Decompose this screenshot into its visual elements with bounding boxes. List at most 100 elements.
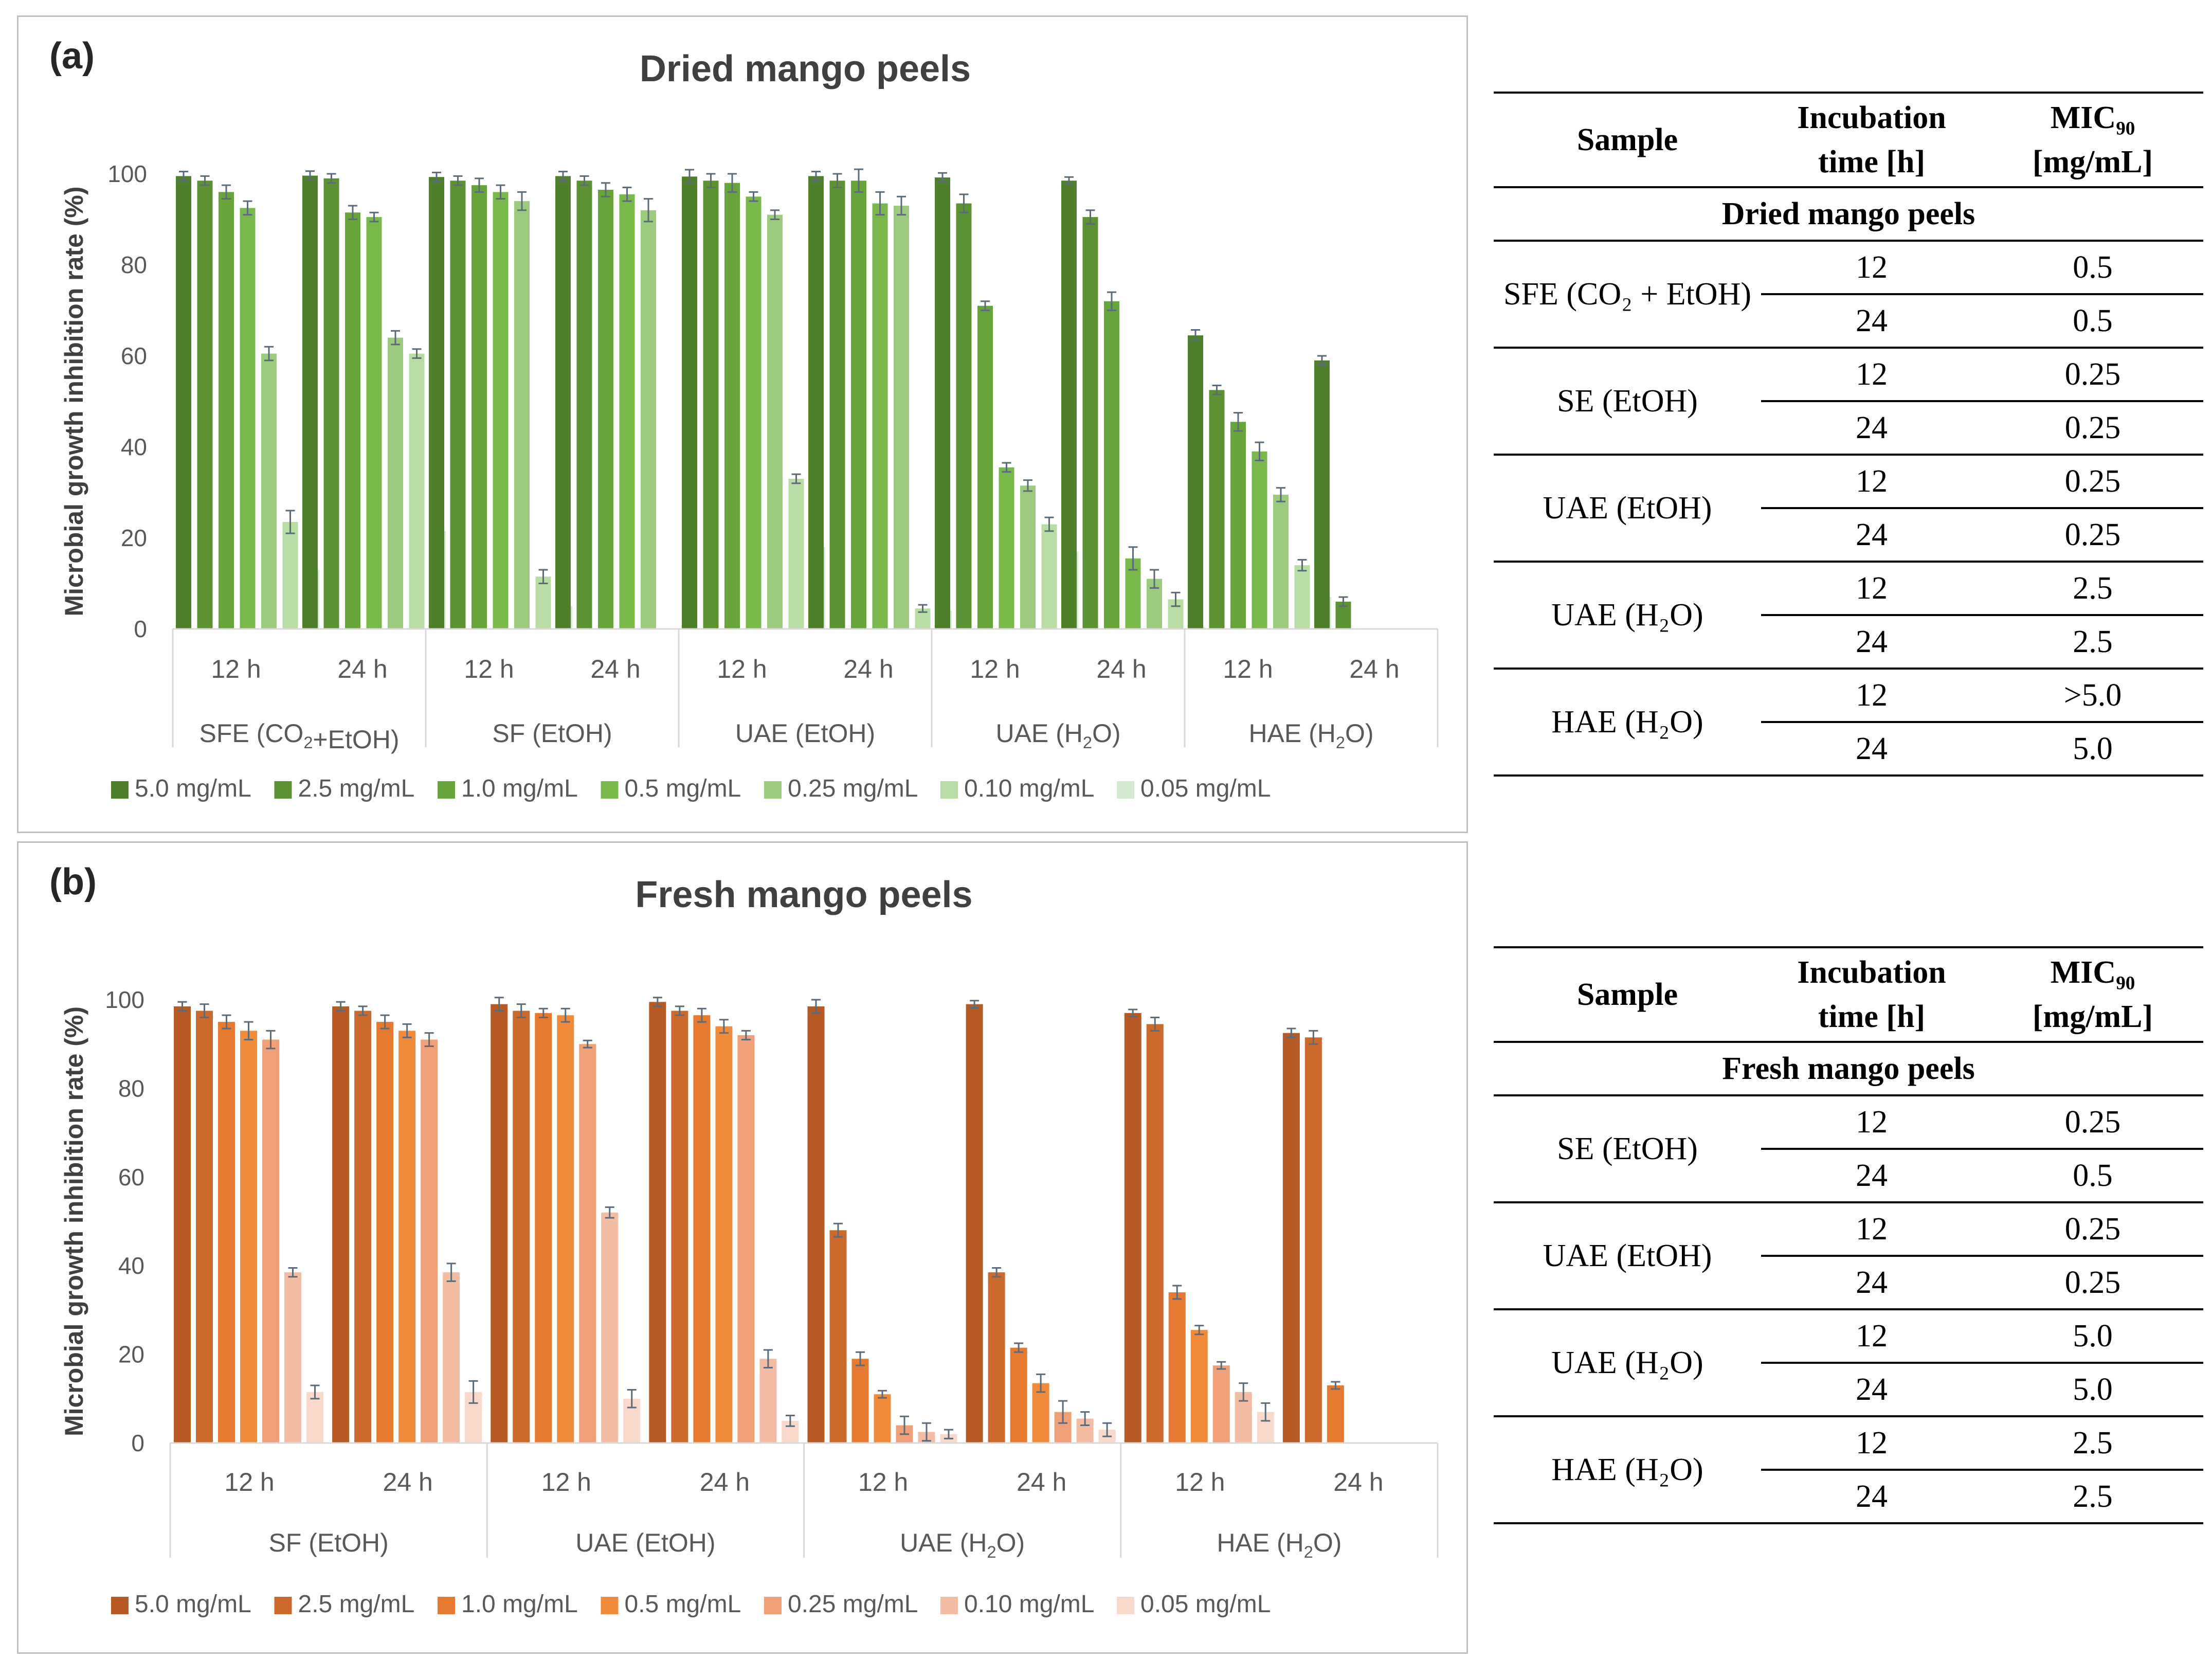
bar-1-0-mg-ml xyxy=(851,181,866,629)
time-cell: 12 xyxy=(1761,669,1982,723)
time-cell: 12 xyxy=(1761,1202,1982,1257)
bar-0-5-mg-ml xyxy=(999,467,1014,629)
group-label: SF (EtOH) xyxy=(492,719,612,748)
table-row: 24 0.25 xyxy=(1494,1256,2203,1310)
bar-5-0-mg-ml xyxy=(491,1004,508,1443)
x-tick-label: 24 h xyxy=(383,1468,433,1496)
legend-entry: 1.0 mg/mL xyxy=(461,775,578,802)
bar-2-5-mg-ml xyxy=(1304,1037,1322,1443)
chart-dried-mango-peels: (a) Dried mango peels Microbial growth inh… xyxy=(49,35,1439,802)
section-title: Fresh mango peels xyxy=(1494,1042,2203,1096)
bar-5-0-mg-ml xyxy=(302,175,318,629)
panel-label: (a) xyxy=(49,35,95,77)
mic-cell: 5.0 xyxy=(1982,1363,2203,1417)
mic-cell: 0.25 xyxy=(1982,1256,2203,1310)
bar-2-5-mg-ml xyxy=(450,181,466,629)
legend-entry: 0.5 mg/mL xyxy=(625,1591,741,1618)
time-cell: 12 xyxy=(1761,241,1982,295)
legend-entry: 0.25 mg/mL xyxy=(788,1591,918,1618)
sample-cell: UAE (H₂O) xyxy=(1494,1309,1761,1417)
col-incubation: Incubation time [h] xyxy=(1797,955,1946,1034)
table-row: HAE (H₂O) 12 >5.0 xyxy=(1494,669,2203,777)
legend-entry: 2.5 mg/mL xyxy=(298,775,415,802)
bar-0-5-mg-ml xyxy=(398,1031,416,1443)
bar-0-5-mg-ml xyxy=(366,217,382,629)
legend-entry: 0.05 mg/mL xyxy=(1140,1591,1271,1618)
group-label: HAE (H2O) xyxy=(1217,1528,1341,1561)
bar-1-0-mg-ml xyxy=(218,1022,235,1443)
bar-0-05-mg-ml xyxy=(306,1392,323,1443)
group-label: UAE (EtOH) xyxy=(735,719,875,748)
sample-cell: UAE (EtOH) xyxy=(1494,455,1761,563)
chart-title: Dried mango peels xyxy=(640,48,971,89)
mic-table-dried: Sample Incubation time [h] MIC₉₀ [mg/mL] D… xyxy=(1494,92,2203,777)
table-row: SFE (CO₂ + EtOH) 12 0.5 xyxy=(1494,241,2203,349)
bar-1-0-mg-ml xyxy=(1230,422,1246,629)
bar-0-25-mg-ml xyxy=(1212,1365,1230,1443)
legend-swatch xyxy=(274,781,292,799)
y-tick-label: 80 xyxy=(118,1075,144,1102)
bar-2-5-mg-ml xyxy=(354,1011,372,1443)
x-tick-label: 12 h xyxy=(224,1468,274,1496)
bar-5-0-mg-ml xyxy=(429,177,444,629)
table-row: 24 0.25 xyxy=(1494,508,2203,563)
bar-1-0-mg-ml xyxy=(693,1015,711,1443)
sample-cell: SE (EtOH) xyxy=(1494,348,1761,456)
table-section-row: Fresh mango peels xyxy=(1494,1042,2203,1096)
group-label: SF (EtOH) xyxy=(268,1528,388,1557)
bar-0-5-mg-ml xyxy=(493,192,509,629)
bar-0-25-mg-ml xyxy=(1273,494,1289,629)
time-cell: 24 xyxy=(1761,1470,1982,1524)
mic-cell: 2.5 xyxy=(1982,562,2203,616)
mic-cell: 0.25 xyxy=(1982,1095,2203,1150)
table-row: UAE (H₂O) 12 5.0 xyxy=(1494,1309,2203,1417)
legend-swatch xyxy=(940,1597,958,1614)
bar-1-0-mg-ml xyxy=(1010,1347,1027,1443)
bar-0-25-mg-ml xyxy=(1020,485,1036,629)
sample-cell: UAE (EtOH) xyxy=(1494,1202,1761,1310)
bar-0-25-mg-ml xyxy=(641,210,656,629)
bar-2-5-mg-ml xyxy=(1209,390,1225,629)
sample-cell: SE (EtOH) xyxy=(1494,1095,1761,1203)
sample-cell: HAE (H₂O) xyxy=(1494,669,1761,777)
bar-0-10-mg-ml xyxy=(282,522,298,629)
x-tick-label: 24 h xyxy=(590,655,640,683)
chart-fresh-mango-peels: (b) Fresh mango peels Microbial growth inh… xyxy=(49,861,1439,1618)
bar-1-0-mg-ml xyxy=(219,192,234,629)
mic-cell: 0.25 xyxy=(1982,455,2203,509)
bar-2-5-mg-ml xyxy=(956,203,972,629)
y-tick-label: 0 xyxy=(134,616,147,642)
y-tick-label: 40 xyxy=(121,434,147,460)
table-row: 24 5.0 xyxy=(1494,722,2203,777)
bar-2-5-mg-ml xyxy=(829,1230,847,1443)
y-tick-label: 60 xyxy=(118,1164,144,1191)
bar-0-10-mg-ml xyxy=(788,478,804,629)
legend-entry: 5.0 mg/mL xyxy=(135,775,251,802)
bar-0-25-mg-ml xyxy=(767,214,783,629)
bar-0-5-mg-ml xyxy=(715,1026,733,1443)
x-tick-label: 12 h xyxy=(541,1468,591,1496)
bar-1-0-mg-ml xyxy=(598,189,613,629)
bar-5-0-mg-ml xyxy=(649,1002,666,1443)
col-sample: Sample xyxy=(1576,122,1678,157)
sample-cell: UAE (H₂O) xyxy=(1494,562,1761,670)
table-row: SE (EtOH) 12 0.25 xyxy=(1494,1095,2203,1203)
bar-0-25-mg-ml xyxy=(737,1035,755,1443)
mic-cell: 0.25 xyxy=(1982,348,2203,402)
table-section-row: Dried mango peels xyxy=(1494,187,2203,242)
bar-2-5-mg-ml xyxy=(197,181,213,629)
bar-0-5-mg-ml xyxy=(619,194,635,629)
y-tick-label: 80 xyxy=(121,251,147,278)
bar-0-10-mg-ml xyxy=(1041,524,1057,629)
bar-0-10-mg-ml xyxy=(601,1212,619,1443)
time-cell: 24 xyxy=(1761,615,1982,670)
x-tick-label: 12 h xyxy=(858,1468,908,1496)
table-row: SE (EtOH) 12 0.25 xyxy=(1494,348,2203,456)
bar-0-5-mg-ml xyxy=(746,196,761,629)
bar-2-5-mg-ml xyxy=(576,181,592,629)
bar-0-5-mg-ml xyxy=(1252,451,1267,629)
legend-swatch xyxy=(764,1597,782,1614)
bar-0-10-mg-ml xyxy=(759,1359,777,1443)
time-cell: 24 xyxy=(1761,401,1982,456)
bar-1-0-mg-ml xyxy=(977,305,993,629)
